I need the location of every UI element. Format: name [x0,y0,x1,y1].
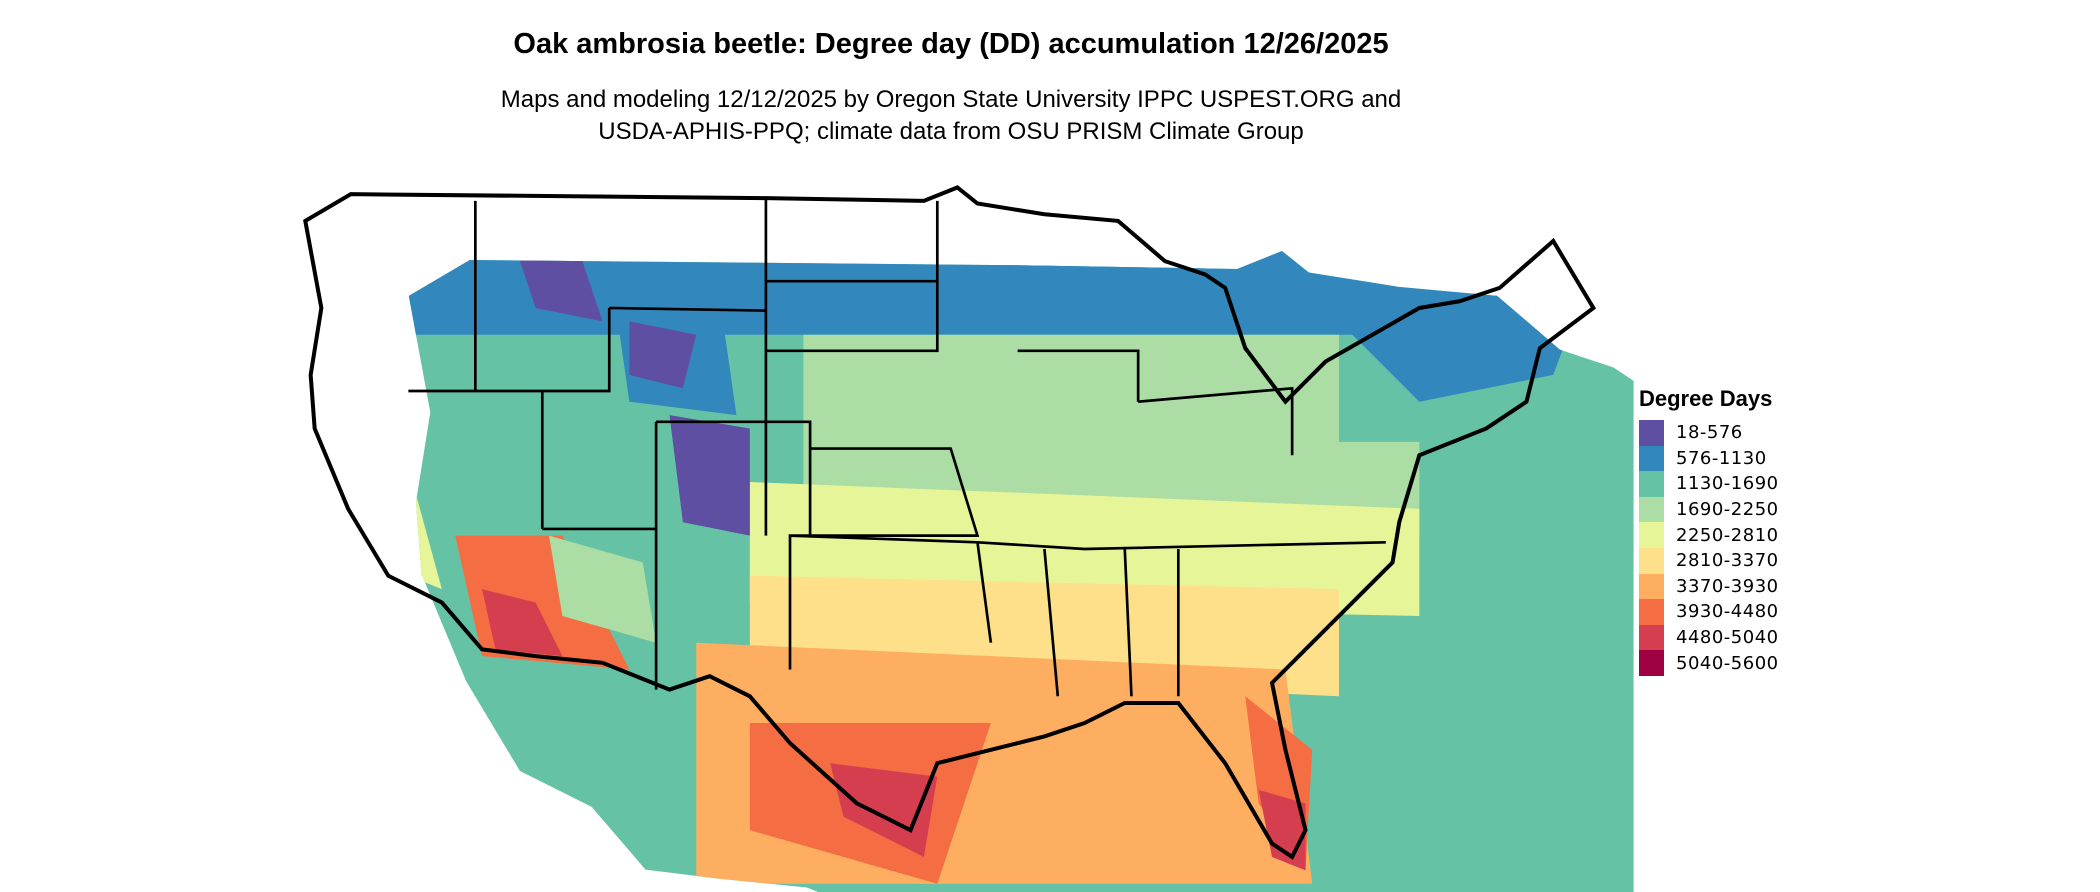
legend-swatch [1639,547,1664,574]
map-subtitle: Maps and modeling 12/12/2025 by Oregon S… [0,84,1902,148]
legend-label: 5040-5600 [1676,652,1779,674]
map-title: Oak ambrosia beetle: Degree day (DD) acc… [513,28,1389,60]
degree-day-region [482,589,563,657]
legend-item: 18-576 [1639,420,1779,446]
legend-label: 2250-2810 [1676,524,1779,546]
legend-swatch [1639,599,1664,625]
legend-item: 2810-3370 [1639,547,1779,574]
state-borders [408,198,1386,697]
legend-swatch [1639,420,1664,446]
legend-swatch [1639,573,1664,600]
legend-item: 3930-4480 [1639,599,1779,625]
legend-swatch [1639,471,1664,497]
subtitle-line-2: USDA-APHIS-PPQ; climate data from OSU PR… [598,118,1304,145]
legend-swatch [1639,650,1664,676]
legend-label: 2810-3370 [1676,550,1779,572]
degree-day-region [548,535,657,643]
legend-swatch [1639,522,1664,548]
legend-title: Degree Days [1639,386,1773,411]
subtitle-line-1: Maps and modeling 12/12/2025 by Oregon S… [500,86,1402,113]
degree-day-region [830,763,938,857]
legend-label: 3370-3930 [1676,575,1779,597]
legend-label: 18-576 [1676,422,1743,444]
legend-label: 4480-5040 [1676,627,1779,649]
legend-label: 1130-1690 [1676,473,1779,495]
degree-day-region [355,201,402,268]
legend: Degree Days 18-576 576-1130 1130-1690 1690-… [1639,386,1779,676]
legend-item: 576-1130 [1639,445,1779,472]
degree-day-region [669,415,750,536]
legend-item: 5040-5600 [1639,650,1779,676]
legend-swatch [1639,445,1664,472]
legend-item: 2250-2810 [1639,522,1779,548]
legend-swatch [1639,624,1664,651]
legend-label: 1690-2250 [1676,499,1779,521]
legend-item: 3370-3930 [1639,573,1779,600]
legend-item: 1690-2250 [1639,496,1779,523]
degree-day-region [629,321,697,389]
legend-label: 3930-4480 [1676,601,1779,623]
legend-item: 1130-1690 [1639,471,1779,497]
legend-item: 4480-5040 [1639,624,1779,651]
legend-label: 576-1130 [1676,447,1767,469]
legend-swatch [1639,496,1664,523]
degree-day-region [803,334,1420,536]
